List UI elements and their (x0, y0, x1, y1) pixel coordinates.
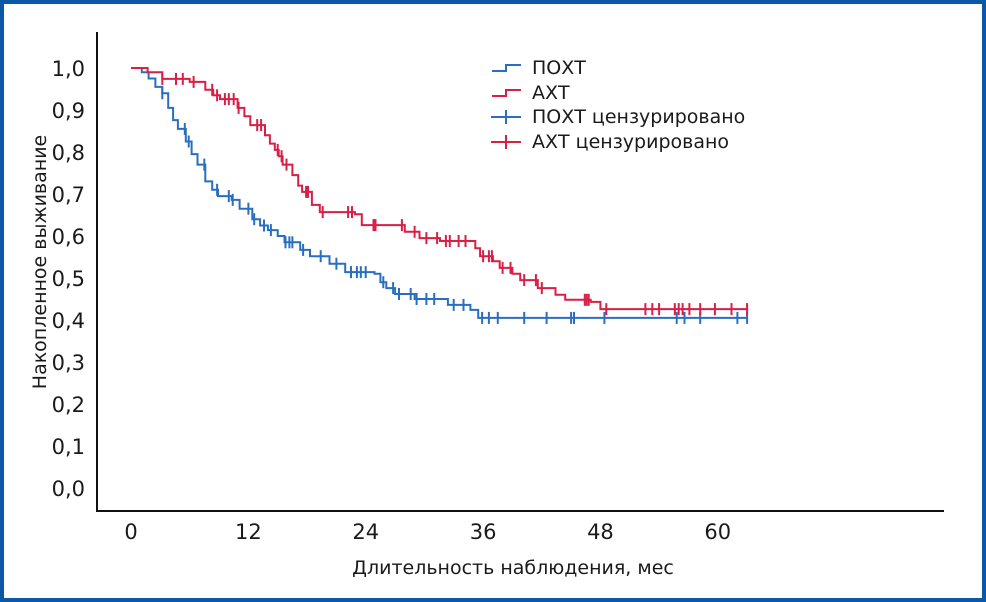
y-tick-label: 0,4 (52, 309, 85, 333)
survival-curve-poht (131, 67, 748, 319)
series-aht (131, 67, 749, 316)
legend-item-poht: ПОХТ (492, 57, 586, 79)
legend-censor-icon-poht (491, 110, 521, 124)
y-tick-label: 0,6 (52, 225, 85, 249)
y-tick-label: 0,7 (52, 183, 85, 207)
legend-step-icon-poht (492, 64, 521, 72)
x-tick-label: 0 (124, 520, 137, 544)
y-tick-label: 0,1 (52, 435, 85, 459)
x-tick-labels: 0 12 24 36 48 60 (124, 520, 731, 544)
legend: ПОХТ АХТ ПОХТ цензурировано АХТ цензурир… (491, 57, 745, 153)
legend-label-aht: АХТ (532, 82, 570, 104)
legend-label-aht-censored: АХТ цензурировано (532, 131, 729, 153)
x-tick-label: 36 (470, 520, 497, 544)
legend-step-icon-aht (492, 89, 521, 97)
y-tick-label: 0,8 (52, 141, 85, 165)
x-tick-label: 24 (352, 520, 379, 544)
y-tick-label: 0,3 (52, 351, 85, 375)
legend-censor-icon-aht (491, 135, 521, 149)
y-tick-label: 0,2 (52, 393, 85, 417)
x-tick-label: 60 (704, 520, 731, 544)
series-layer (131, 67, 749, 324)
y-tick-label: 0,0 (52, 477, 85, 501)
legend-item-poht-censored: ПОХТ цензурировано (491, 106, 745, 128)
x-tick-label: 48 (587, 520, 614, 544)
axes (96, 32, 944, 512)
survival-curve-aht (131, 67, 748, 311)
y-tick-labels: 0,0 0,1 0,2 0,3 0,4 0,5 0,6 0,7 0,8 0,9 1,0 (52, 57, 85, 501)
y-tick-label: 1,0 (52, 57, 85, 81)
series-poht (131, 67, 749, 324)
x-tick-label: 12 (235, 520, 262, 544)
y-axis-title: Накопленное выживание (29, 135, 51, 389)
y-tick-label: 0,9 (52, 99, 85, 123)
x-axis-title: Длительность наблюдения, мес (352, 557, 674, 579)
legend-item-aht: АХТ (492, 82, 570, 104)
legend-label-poht-censored: ПОХТ цензурировано (532, 106, 745, 128)
y-tick-label: 0,5 (52, 267, 85, 291)
legend-label-poht: ПОХТ (532, 57, 586, 79)
legend-item-aht-censored: АХТ цензурировано (491, 131, 729, 153)
